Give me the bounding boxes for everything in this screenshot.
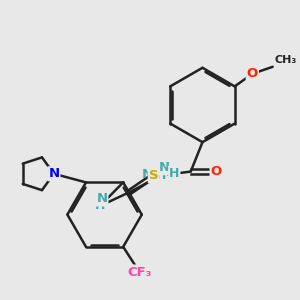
Text: N: N (159, 161, 170, 174)
Text: O: O (211, 165, 222, 178)
Text: N: N (48, 167, 59, 180)
Text: H: H (169, 167, 179, 180)
Text: N: N (96, 192, 107, 206)
Text: H: H (95, 200, 105, 212)
Text: CH₃: CH₃ (274, 55, 297, 65)
Text: H: H (156, 169, 167, 182)
Text: N: N (142, 168, 153, 181)
Text: O: O (247, 67, 258, 80)
Text: S: S (149, 169, 158, 182)
Text: CF₃: CF₃ (128, 266, 152, 279)
